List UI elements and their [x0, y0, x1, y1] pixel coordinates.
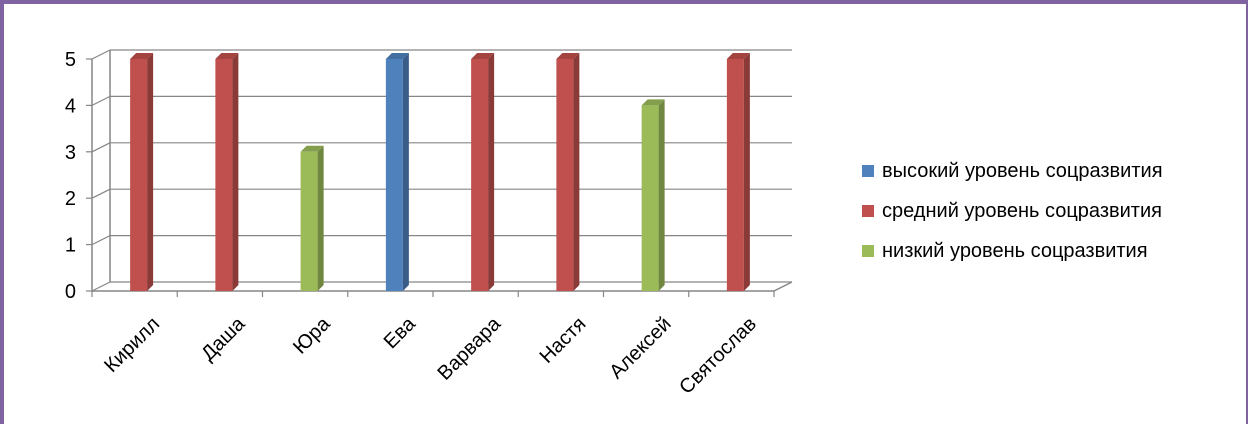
bar-side — [147, 53, 154, 291]
legend-item-high: высокий уровень соцразвития — [862, 161, 1163, 181]
bar-front — [215, 59, 233, 291]
bar — [471, 53, 495, 291]
x-tick-label: Варвара — [433, 312, 505, 384]
bars — [130, 53, 750, 292]
x-tick-label: Юра — [289, 312, 335, 358]
legend-label-low: низкий уровень соцразвития — [882, 240, 1148, 262]
bar-top — [215, 53, 239, 59]
bar-front — [556, 59, 574, 291]
bar-top — [130, 53, 154, 59]
gridlines — [91, 49, 792, 292]
legend-swatch-medium — [862, 204, 874, 217]
y-tick-label: 3 — [65, 142, 76, 164]
bar — [726, 53, 750, 291]
bar-top — [641, 99, 665, 106]
bar-side — [658, 99, 665, 292]
legend-item-low: низкий уровень соцразвития — [862, 241, 1163, 261]
bar — [300, 145, 324, 291]
y-tick-label: 0 — [65, 281, 76, 303]
bar-front — [300, 151, 318, 291]
y-tick-label: 2 — [65, 188, 76, 210]
bar-top — [556, 53, 580, 59]
x-tick-label: Алексей — [605, 313, 675, 383]
bar-front — [471, 59, 489, 291]
legend-label-medium: средний уровень соцразвития — [882, 200, 1162, 222]
bar-side — [402, 53, 409, 291]
gridline-side — [91, 281, 111, 292]
x-tick-label: Даша — [197, 312, 250, 365]
x-tick-labels: Кирилл Даша Юра Ева Варвара Настя Алексей Свято… — [100, 312, 761, 398]
legend: высокий уровень соцразвития средний уров… — [862, 161, 1163, 281]
bar-side — [317, 145, 324, 291]
bar-front — [385, 59, 403, 291]
gridline-side — [91, 49, 111, 60]
y-tick-labels: 0 1 2 3 4 5 — [65, 49, 76, 303]
bar — [215, 53, 239, 291]
y-tick-label: 1 — [65, 235, 76, 257]
gridline-side — [91, 142, 111, 153]
gridline-side — [91, 95, 111, 106]
bar — [641, 99, 665, 292]
x-tick-label: Святослав — [675, 313, 761, 399]
floor-edge — [773, 281, 793, 292]
bar-top — [471, 53, 495, 59]
x-tick-label: Ева — [380, 312, 421, 353]
bar — [385, 53, 409, 291]
bar — [130, 53, 154, 291]
bar-side — [232, 53, 239, 291]
axes — [86, 50, 793, 297]
bar-top — [300, 145, 324, 152]
bar-top — [385, 53, 409, 59]
bar — [556, 53, 580, 291]
legend-label-high: высокий уровень соцразвития — [882, 160, 1163, 182]
legend-swatch-high — [862, 164, 874, 177]
legend-swatch-low — [862, 244, 874, 257]
bar-front — [726, 59, 744, 291]
bar-side — [488, 53, 495, 291]
y-tick-label: 4 — [65, 95, 76, 117]
bar-side — [573, 53, 580, 291]
gridline-side — [91, 235, 111, 246]
gridline-side — [91, 188, 111, 199]
x-tick-label: Настя — [536, 313, 591, 368]
bar-front — [641, 105, 659, 292]
x-tick-label: Кирилл — [100, 313, 164, 377]
legend-item-medium: средний уровень соцразвития — [862, 201, 1163, 221]
y-tick-label: 5 — [65, 49, 76, 71]
bar-top — [726, 53, 750, 59]
bar-side — [743, 53, 750, 291]
bar-front — [130, 59, 148, 291]
